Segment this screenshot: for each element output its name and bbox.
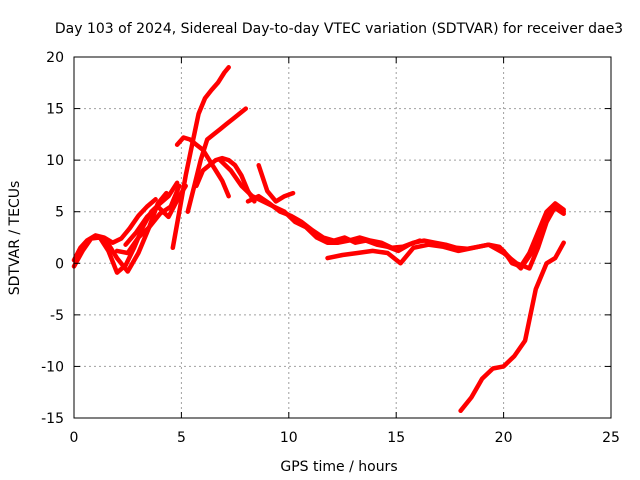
series-track-5 <box>123 183 188 247</box>
y-tick-label: -15 <box>41 411 64 427</box>
series-track-11 <box>245 193 423 254</box>
y-tick-label: 5 <box>55 205 64 221</box>
y-tick-label: -10 <box>41 359 64 375</box>
series-track-8 <box>174 135 231 199</box>
chart-title: Day 103 of 2024, Sidereal Day-to-day VTE… <box>55 21 623 37</box>
series-track-15 <box>501 201 566 269</box>
x-tick-label: 10 <box>280 430 298 446</box>
plot-frame <box>73 56 612 419</box>
series-track-9 <box>194 155 257 204</box>
x-axis-tick-labels: 0 5 10 15 20 25 <box>70 430 620 446</box>
series-track-3 <box>103 190 169 274</box>
series-track-4 <box>114 183 182 256</box>
y-tick-label: -5 <box>50 308 64 324</box>
x-tick-label: 25 <box>602 430 620 446</box>
series-track-10 <box>217 157 566 271</box>
series-track-7 <box>185 106 249 214</box>
x-tick-label: 0 <box>70 430 79 446</box>
y-tick-label: 15 <box>46 102 64 118</box>
axis-ticks <box>73 56 612 419</box>
series-track-13 <box>325 204 566 271</box>
x-tick-label: 5 <box>177 430 186 446</box>
gridlines <box>74 57 611 418</box>
series-track-6 <box>170 65 231 251</box>
y-tick-label: 20 <box>46 50 64 66</box>
x-axis-label: GPS time / hours <box>280 459 397 475</box>
data-series <box>71 65 566 414</box>
y-axis-tick-labels: -15 -10 -5 0 5 10 15 20 <box>41 50 64 427</box>
series-track-14 <box>458 240 566 414</box>
y-tick-label: 10 <box>46 153 64 169</box>
series-track-12 <box>256 163 296 204</box>
x-tick-label: 15 <box>387 430 405 446</box>
x-tick-label: 20 <box>495 430 513 446</box>
y-axis-label: SDTVAR / TECUs <box>7 181 23 296</box>
series-track-1 <box>71 197 158 263</box>
y-tick-label: 0 <box>55 256 64 272</box>
